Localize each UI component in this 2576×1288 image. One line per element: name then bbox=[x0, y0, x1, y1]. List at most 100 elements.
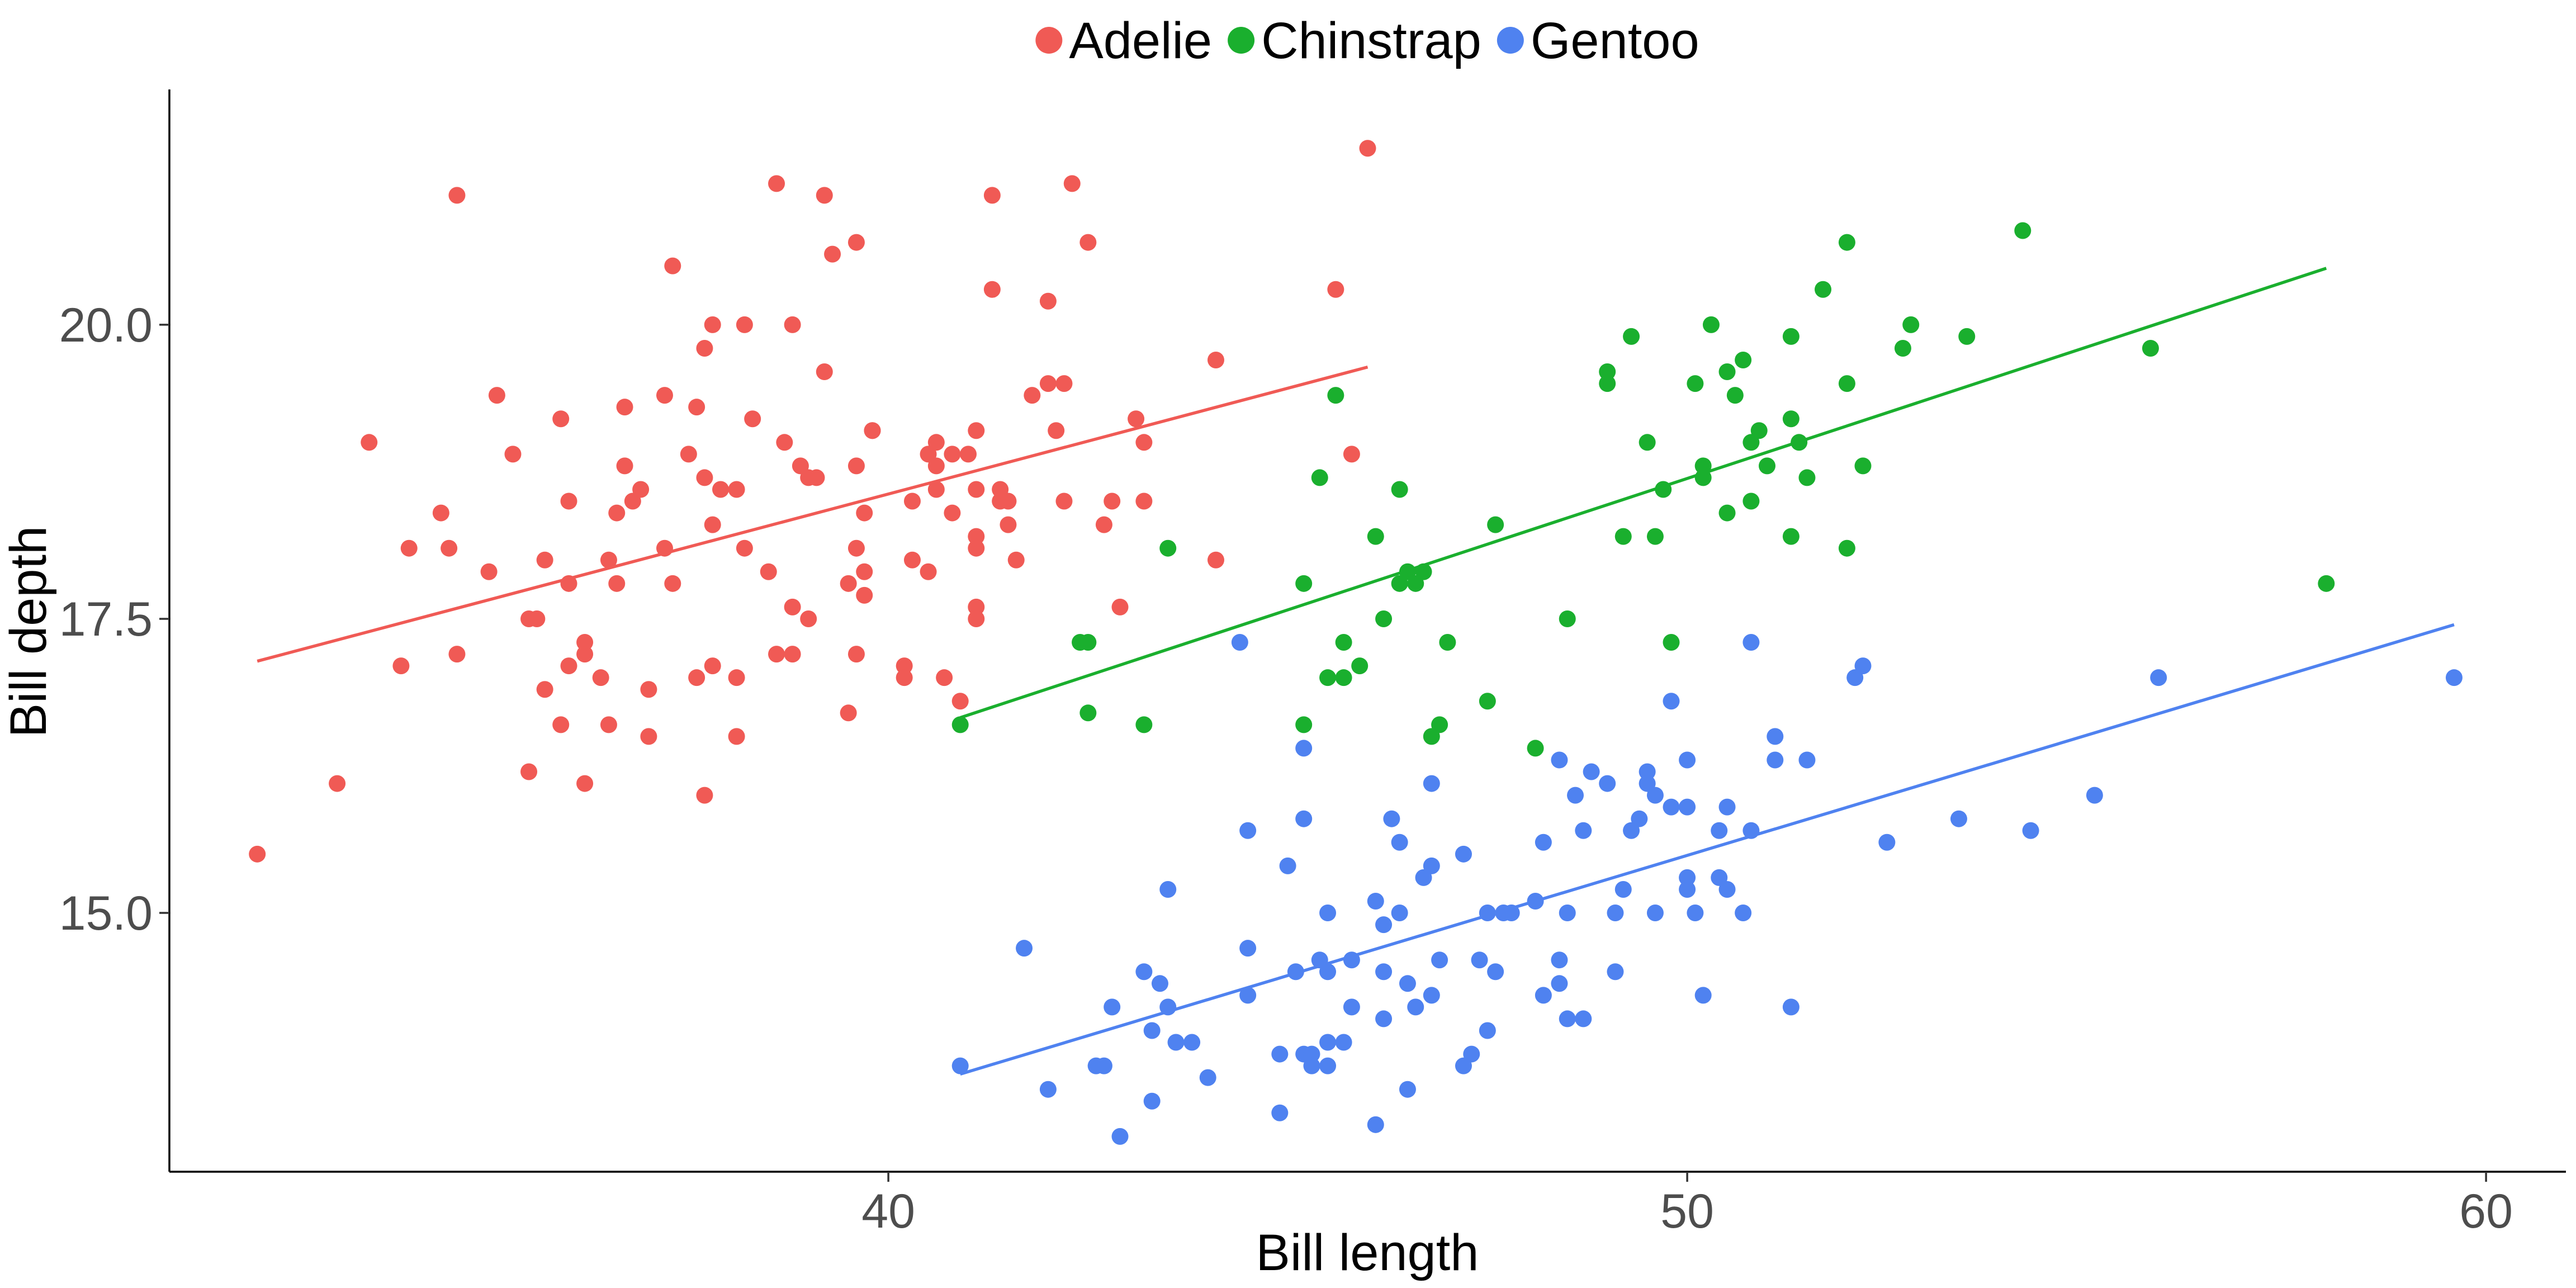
data-point bbox=[1239, 987, 1257, 1004]
data-point bbox=[1359, 140, 1376, 157]
data-point bbox=[592, 669, 609, 686]
data-point bbox=[1343, 998, 1360, 1016]
data-point bbox=[856, 504, 873, 522]
data-point bbox=[1104, 493, 1121, 510]
x-tick-label: 40 bbox=[861, 1185, 915, 1238]
data-point bbox=[1239, 822, 1257, 839]
data-point bbox=[1527, 893, 1544, 910]
data-point bbox=[1687, 375, 1704, 392]
data-point bbox=[951, 1057, 969, 1074]
data-point bbox=[1735, 905, 1752, 922]
data-point bbox=[1487, 963, 1504, 981]
data-point bbox=[1079, 704, 1097, 722]
data-point bbox=[1646, 787, 1664, 804]
data-point bbox=[1639, 775, 1656, 792]
data-point bbox=[448, 187, 466, 204]
legend-key bbox=[1497, 27, 1524, 54]
data-point bbox=[664, 575, 681, 592]
data-point bbox=[576, 634, 594, 651]
data-point bbox=[1646, 905, 1664, 922]
data-point bbox=[1407, 998, 1424, 1016]
data-point bbox=[1663, 798, 1680, 816]
data-point bbox=[903, 551, 921, 569]
data-point bbox=[1231, 634, 1248, 651]
data-point bbox=[1095, 516, 1112, 533]
data-point bbox=[1838, 539, 1855, 557]
data-point bbox=[1742, 822, 1760, 839]
data-point bbox=[640, 728, 657, 745]
data-point bbox=[968, 610, 985, 627]
data-point bbox=[1367, 528, 1384, 545]
data-point bbox=[560, 657, 577, 675]
y-tick-label: 17.5 bbox=[59, 593, 153, 646]
data-point bbox=[448, 646, 466, 663]
data-point bbox=[704, 657, 721, 675]
data-point bbox=[441, 539, 458, 557]
data-point bbox=[1679, 751, 1696, 769]
data-point bbox=[1711, 869, 1728, 886]
data-point bbox=[1742, 634, 1760, 651]
legend-key bbox=[1035, 27, 1063, 54]
data-point bbox=[824, 245, 841, 263]
data-point bbox=[1838, 234, 1855, 251]
data-point bbox=[1782, 998, 1800, 1016]
y-axis-title: Bill depth bbox=[0, 526, 57, 737]
data-point bbox=[680, 446, 697, 463]
data-point bbox=[1439, 634, 1456, 651]
data-point bbox=[1694, 987, 1712, 1004]
data-point bbox=[608, 504, 626, 522]
data-point bbox=[968, 539, 985, 557]
data-point bbox=[1607, 905, 1624, 922]
data-point bbox=[951, 693, 969, 710]
data-point bbox=[600, 551, 617, 569]
regression-line-gentoo bbox=[959, 623, 2455, 1076]
data-point bbox=[896, 669, 913, 686]
data-point bbox=[1471, 951, 1488, 969]
data-point bbox=[1631, 810, 1648, 827]
data-point bbox=[1735, 352, 1752, 368]
data-point bbox=[792, 457, 809, 475]
data-point bbox=[1614, 880, 1632, 898]
data-point bbox=[1143, 1092, 1161, 1110]
data-point bbox=[968, 598, 985, 615]
series-adelie bbox=[249, 140, 1376, 863]
data-point bbox=[1375, 1010, 1393, 1027]
data-point bbox=[1559, 905, 1576, 922]
data-point bbox=[504, 446, 522, 463]
data-point bbox=[1128, 410, 1145, 428]
data-point bbox=[1535, 987, 1552, 1004]
data-point bbox=[632, 481, 650, 498]
data-point bbox=[1135, 716, 1153, 733]
data-point bbox=[1679, 869, 1696, 886]
data-point bbox=[1111, 1128, 1129, 1145]
data-point bbox=[1655, 481, 1672, 498]
data-point bbox=[927, 434, 945, 451]
data-point bbox=[847, 646, 865, 663]
data-point bbox=[1559, 610, 1576, 627]
data-point bbox=[1303, 1057, 1320, 1074]
data-point bbox=[1311, 469, 1328, 486]
data-point bbox=[624, 493, 641, 510]
data-point bbox=[1551, 975, 1568, 992]
data-point bbox=[1527, 740, 1544, 757]
data-point bbox=[840, 704, 857, 722]
data-point bbox=[528, 610, 546, 627]
data-point bbox=[560, 575, 577, 592]
data-point bbox=[1902, 316, 1920, 333]
data-point bbox=[1782, 410, 1800, 428]
data-point bbox=[1335, 634, 1352, 651]
data-point bbox=[1599, 775, 1616, 792]
data-point bbox=[2142, 339, 2159, 357]
data-point bbox=[1503, 905, 1520, 922]
data-point bbox=[576, 775, 594, 792]
data-point bbox=[776, 434, 793, 451]
y-tick-label: 20.0 bbox=[59, 299, 153, 352]
data-point bbox=[1583, 763, 1600, 780]
data-point bbox=[1646, 528, 1664, 545]
data-point bbox=[1104, 998, 1121, 1016]
data-point bbox=[847, 539, 865, 557]
y-axis-ticks: 15.0 17.5 20.0 bbox=[59, 299, 169, 940]
data-point bbox=[1726, 387, 1744, 404]
data-point bbox=[1375, 610, 1393, 627]
